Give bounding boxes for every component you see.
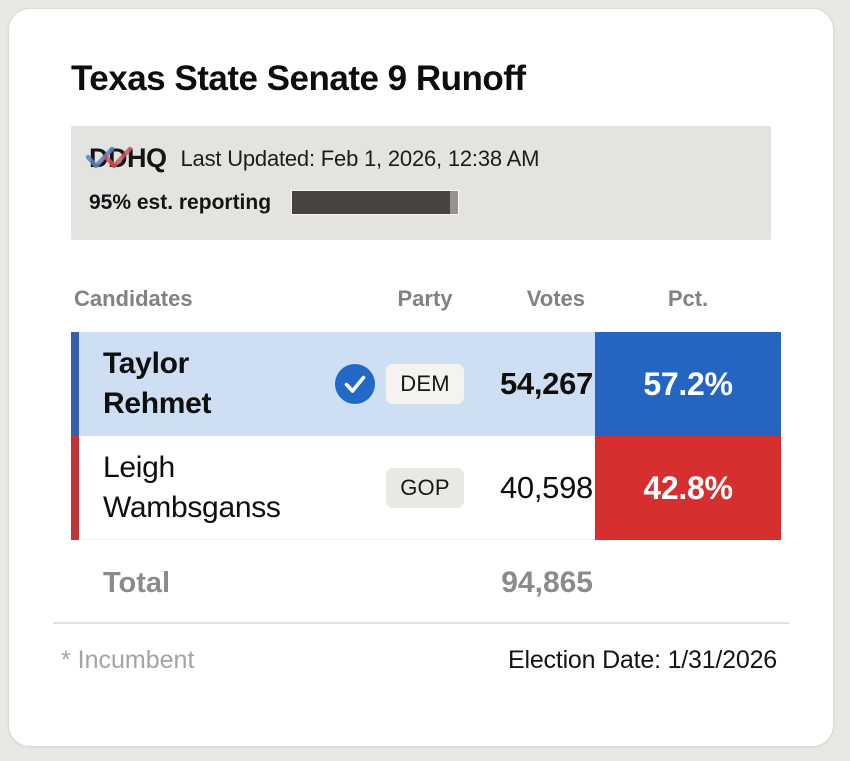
total-label: Total — [103, 566, 171, 599]
incumbent-note: * Incumbent — [61, 646, 195, 674]
footer-divider — [53, 622, 789, 624]
pct-value-box: 42.8% — [595, 436, 781, 540]
table-row-leigh-wambsganss: Leigh Wambsganss GOP 40,598 42.8% — [71, 436, 781, 540]
reporting-progress-bar — [291, 190, 460, 215]
column-header-pct: Pct. — [667, 286, 709, 311]
results-table: Candidates Party Votes Pct. Taylor Rehme… — [71, 282, 781, 618]
election-date: Election Date: 1/31/2026 — [507, 646, 777, 674]
total-row: Total 94,865 — [71, 548, 781, 618]
column-header-party: Party — [397, 286, 453, 311]
reporting-label: 95% est. reporting — [89, 190, 272, 214]
table-header-row: Candidates Party Votes Pct. — [71, 282, 781, 316]
ddhq-logo: DDHQ — [85, 143, 167, 174]
footer: * Incumbent Election Date: 1/31/2026 — [61, 646, 781, 675]
party-badge: DEM — [386, 364, 464, 404]
candidate-name: Leigh Wambsganss — [103, 450, 281, 525]
reporting-progress-fill — [292, 191, 450, 214]
table-row-taylor-rehmet: Taylor Rehmet DEM 54,267 57.2% — [71, 332, 781, 436]
candidate-name: Taylor Rehmet — [103, 346, 212, 421]
party-color-stripe — [71, 436, 79, 540]
winner-check-icon — [335, 364, 375, 404]
total-votes-value: 94,865 — [501, 566, 593, 599]
ddhq-logo-text: DDHQ — [89, 143, 167, 173]
column-header-candidates: Candidates — [74, 286, 193, 311]
results-card: Texas State Senate 9 Runoff DDHQ Last Up… — [8, 8, 834, 747]
party-badge: GOP — [386, 468, 464, 508]
last-updated-text: Last Updated: Feb 1, 2026, 12:38 AM — [180, 145, 540, 171]
status-box: DDHQ Last Updated: Feb 1, 2026, 12:38 AM… — [71, 126, 771, 240]
votes-value: 54,267 — [499, 366, 593, 401]
page-title: Texas State Senate 9 Runoff — [71, 59, 526, 98]
pct-value-box: 57.2% — [595, 332, 781, 436]
column-header-votes: Votes — [526, 286, 585, 311]
votes-value: 40,598 — [499, 470, 593, 505]
party-color-stripe — [71, 332, 79, 436]
